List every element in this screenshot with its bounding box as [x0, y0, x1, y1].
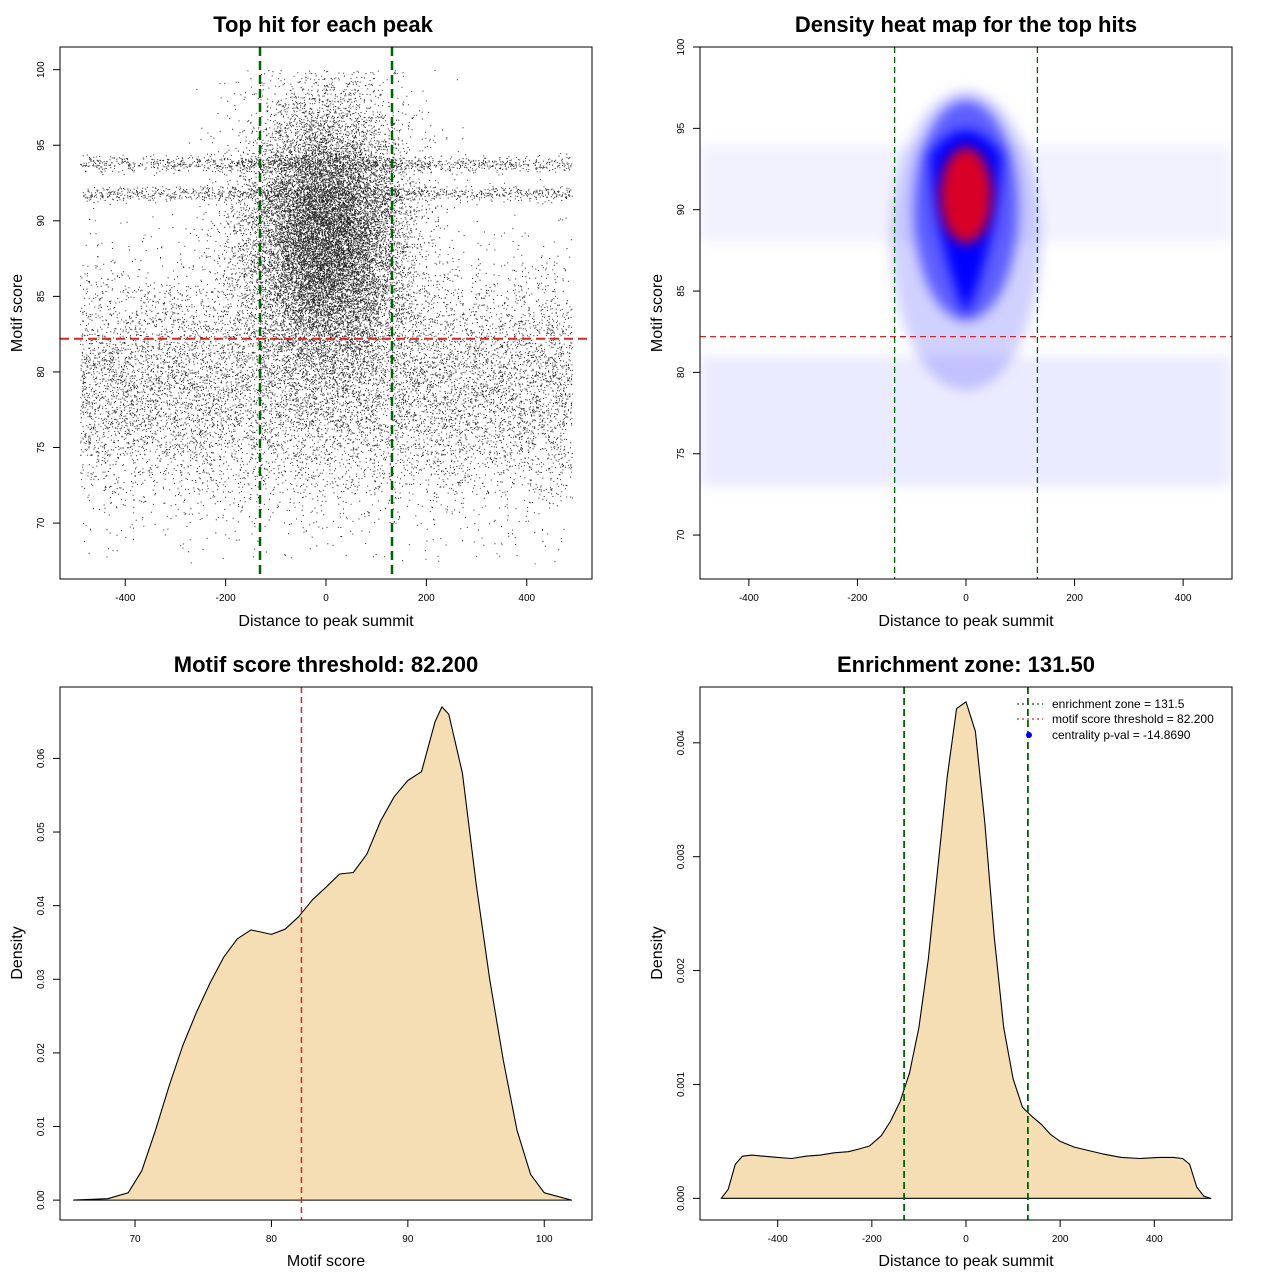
heatmap-ytick-label: 90 — [676, 204, 687, 216]
scatter-xtick-label: 0 — [323, 593, 329, 604]
heatmap-ytick-label: 75 — [676, 448, 687, 460]
score-density-x-axis: 70 80 90 100 — [129, 1220, 553, 1245]
heatmap-xtick-label: 0 — [963, 593, 969, 604]
distance-density-xlabel: Distance to peak summit — [878, 1253, 1054, 1270]
score-density-ytick-label: 0.02 — [36, 1043, 47, 1063]
score-density-xtick-label: 80 — [266, 1234, 278, 1245]
distance-density-y-axis: 0.000 0.001 0.002 0.003 0.004 — [676, 730, 700, 1211]
heatmap-x-axis: -400 -200 0 200 400 — [739, 579, 1192, 604]
scatter-x-axis: -400 -200 0 200 400 — [115, 579, 536, 604]
heatmap-ytick-label: 100 — [676, 38, 687, 55]
legend-enrichment-zone-label: enrichment zone = 131.5 — [1052, 697, 1185, 711]
heatmap-xtick-label: 200 — [1066, 593, 1083, 604]
score-density-xtick-label: 90 — [402, 1234, 414, 1245]
distance-density-curve — [720, 701, 1212, 1199]
heatmap-ytick-label: 70 — [676, 529, 687, 541]
scatter-title: Top hit for each peak — [213, 12, 433, 37]
scatter-plot-frame — [59, 46, 593, 580]
score-density-xtick-label: 100 — [536, 1234, 553, 1245]
scatter-ytick-label: 85 — [36, 290, 47, 302]
score-density-xlabel: Motif score — [287, 1253, 365, 1270]
score-density-curve — [73, 706, 573, 1201]
distance-density-xtick-label: -200 — [862, 1234, 882, 1245]
distance-density-title: Enrichment zone: 131.50 — [837, 652, 1095, 677]
legend-pval-point — [1026, 732, 1032, 738]
scatter-ytick-label: 70 — [36, 517, 47, 529]
heatmap-layer — [700, 47, 1232, 579]
distance-density-xtick-label: 0 — [963, 1234, 969, 1245]
scatter-ytick-label: 100 — [36, 61, 47, 78]
distance-density-xtick-label: 200 — [1052, 1234, 1069, 1245]
distance-density-ylabel: Density — [649, 926, 666, 979]
heatmap-reference-lines — [700, 47, 1232, 579]
distance-density-xtick-label: -400 — [768, 1234, 788, 1245]
scatter-y-axis: 70 75 80 85 90 95 100 — [36, 61, 60, 529]
score-density-ylabel: Density — [9, 926, 26, 979]
score-density-ytick-label: 0.00 — [36, 1190, 47, 1210]
legend-pval-label: centrality p-val = -14.8690 — [1052, 728, 1191, 742]
distance-density-x-axis: -400 -200 0 200 400 — [768, 1220, 1163, 1245]
legend-threshold-label: motif score threshold = 82.200 — [1052, 712, 1214, 726]
distance-density-ytick-label: 0.000 — [676, 1185, 687, 1210]
heatmap-ytick-label: 95 — [676, 122, 687, 134]
distance-density-area — [720, 701, 1212, 1199]
score-density-ytick-label: 0.04 — [36, 895, 47, 915]
scatter-points — [80, 70, 573, 565]
distance-density-xtick-label: 400 — [1146, 1234, 1163, 1245]
scatter-ytick-label: 80 — [36, 366, 47, 378]
score-density-ytick-label: 0.05 — [36, 822, 47, 842]
score-density-y-axis: 0.00 0.01 0.02 0.03 0.04 0.05 0.06 — [36, 748, 60, 1210]
heatmap-y-axis: 70 75 80 85 90 95 100 — [676, 38, 700, 541]
distance-density-reference-lines — [903, 687, 1029, 1220]
score-density-ytick-label: 0.06 — [36, 748, 47, 768]
panel-heatmap: Density heat map for the top hits -400 -2… — [649, 12, 1233, 630]
scatter-xtick-label: 400 — [518, 593, 535, 604]
distance-density-ytick-label: 0.003 — [676, 844, 687, 869]
heatmap-xlabel: Distance to peak summit — [878, 613, 1054, 630]
scatter-ytick-label: 75 — [36, 442, 47, 454]
score-density-plot-frame — [59, 686, 593, 1221]
heatmap-xtick-label: -400 — [739, 593, 759, 604]
heatmap-ytick-label: 85 — [676, 285, 687, 297]
scatter-ytick-label: 90 — [36, 215, 47, 227]
score-density-title: Motif score threshold: 82.200 — [174, 652, 478, 677]
scatter-xtick-label: 200 — [418, 593, 435, 604]
scatter-ytick-label: 95 — [36, 139, 47, 151]
distance-density-ytick-label: 0.002 — [676, 958, 687, 983]
scatter-ylabel: Motif score — [9, 274, 26, 352]
panel-score-density: Motif score threshold: 82.200 70 80 90 100 … — [9, 652, 593, 1270]
heatmap-peak — [940, 147, 992, 244]
scatter-point-cloud — [80, 70, 573, 565]
scatter-xtick-label: -400 — [115, 593, 135, 604]
heatmap-title: Density heat map for the top hits — [795, 12, 1137, 37]
score-density-ytick-label: 0.01 — [36, 1116, 47, 1136]
score-density-area — [73, 706, 573, 1201]
heatmap-density — [700, 47, 1232, 579]
distance-density-ytick-label: 0.001 — [676, 1072, 687, 1097]
heatmap-ytick-label: 80 — [676, 366, 687, 378]
scatter-xtick-label: -200 — [216, 593, 236, 604]
distance-density-ytick-label: 0.004 — [676, 730, 687, 755]
panel-scatter: Top hit for each peak -400 -200 0 200 400 70… — [9, 12, 593, 630]
panel-distance-density: Enrichment zone: 131.50 -400 -200 0 200 400 … — [649, 652, 1233, 1270]
heatmap-xtick-label: 400 — [1175, 593, 1192, 604]
scatter-reference-lines — [60, 47, 592, 579]
heatmap-xtick-label: -200 — [847, 593, 867, 604]
heatmap-ylabel: Motif score — [649, 274, 666, 352]
score-density-ytick-label: 0.03 — [36, 969, 47, 989]
scatter-xlabel: Distance to peak summit — [238, 613, 414, 630]
score-density-xtick-label: 70 — [129, 1234, 141, 1245]
legend: enrichment zone = 131.5 motif score thre… — [1017, 697, 1214, 742]
